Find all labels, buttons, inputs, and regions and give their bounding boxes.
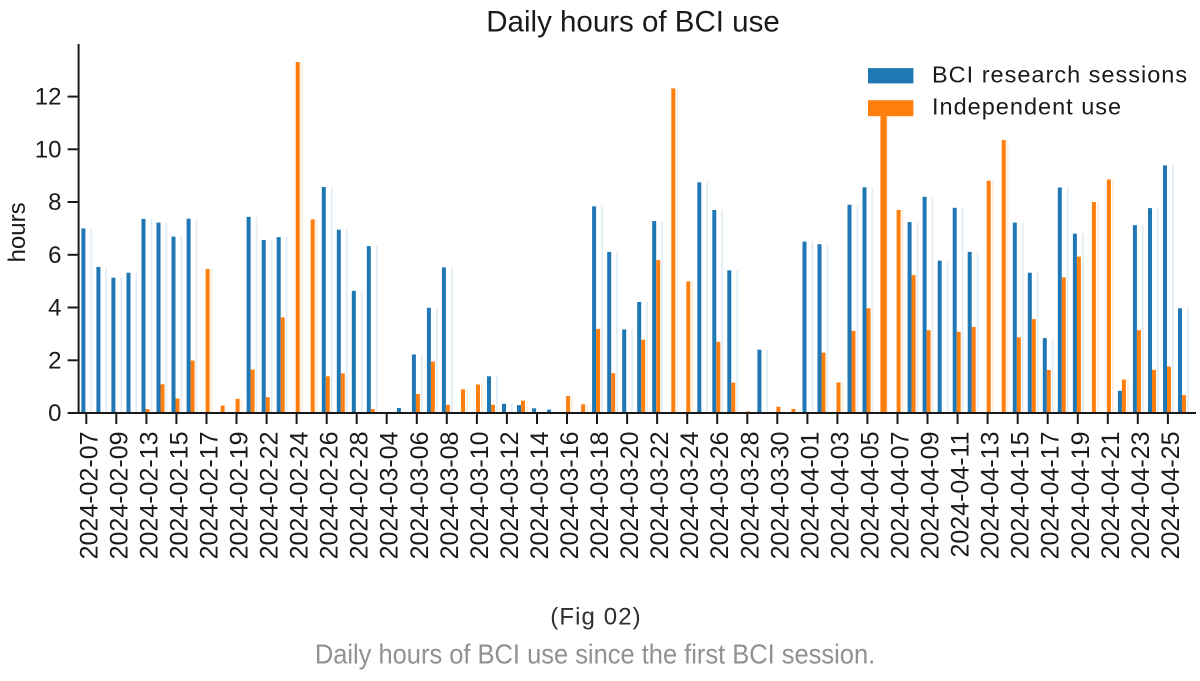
svg-text:2024-04-01: 2024-04-01 [796, 432, 824, 560]
svg-text:2024-03-28: 2024-03-28 [736, 432, 764, 560]
svg-text:2024-02-26: 2024-02-26 [316, 432, 344, 560]
svg-text:2024-04-13: 2024-04-13 [977, 432, 1005, 560]
svg-text:2024-03-22: 2024-03-22 [646, 432, 674, 560]
svg-text:2024-02-13: 2024-02-13 [135, 432, 163, 560]
svg-text:2024-02-19: 2024-02-19 [226, 432, 254, 560]
svg-text:BCI research sessions: BCI research sessions [932, 62, 1188, 88]
svg-text:8: 8 [48, 189, 61, 216]
svg-text:2024-04-19: 2024-04-19 [1067, 432, 1095, 560]
svg-text:2024-03-06: 2024-03-06 [406, 432, 434, 560]
svg-text:2024-03-08: 2024-03-08 [436, 432, 464, 560]
svg-text:hours: hours [4, 202, 31, 262]
svg-text:2024-02-17: 2024-02-17 [196, 432, 224, 560]
svg-text:2024-03-14: 2024-03-14 [526, 431, 554, 559]
svg-text:2024-04-15: 2024-04-15 [1007, 432, 1035, 560]
svg-text:2024-03-26: 2024-03-26 [706, 432, 734, 560]
svg-text:2024-04-11: 2024-04-11 [947, 432, 975, 558]
svg-text:2024-03-04: 2024-03-04 [376, 431, 404, 559]
svg-text:2024-02-22: 2024-02-22 [256, 432, 284, 560]
svg-text:2024-02-28: 2024-02-28 [346, 432, 374, 560]
svg-text:2024-02-09: 2024-02-09 [105, 432, 133, 560]
svg-text:12: 12 [35, 84, 62, 111]
svg-text:0: 0 [48, 400, 61, 427]
svg-text:2: 2 [48, 347, 61, 374]
svg-text:2024-02-07: 2024-02-07 [75, 432, 103, 560]
svg-text:2024-03-10: 2024-03-10 [466, 432, 494, 560]
svg-text:2024-03-20: 2024-03-20 [616, 432, 644, 560]
svg-text:2024-03-30: 2024-03-30 [766, 432, 794, 560]
svg-text:4: 4 [48, 295, 61, 322]
svg-text:2024-04-07: 2024-04-07 [887, 432, 915, 560]
svg-text:2024-04-23: 2024-04-23 [1127, 432, 1155, 560]
svg-text:6: 6 [48, 242, 61, 269]
svg-text:2024-03-16: 2024-03-16 [556, 432, 584, 560]
svg-text:2024-03-18: 2024-03-18 [586, 432, 614, 560]
svg-text:10: 10 [35, 136, 62, 163]
svg-text:Independent use: Independent use [932, 94, 1122, 120]
svg-text:2024-04-21: 2024-04-21 [1097, 432, 1125, 560]
svg-text:2024-04-09: 2024-04-09 [917, 432, 945, 560]
svg-text:2024-03-24: 2024-03-24 [676, 431, 704, 559]
svg-text:2024-02-15: 2024-02-15 [165, 432, 193, 560]
svg-text:2024-04-03: 2024-04-03 [826, 432, 854, 560]
svg-text:2024-02-24: 2024-02-24 [286, 431, 314, 559]
svg-text:2024-04-05: 2024-04-05 [856, 432, 884, 560]
svg-text:(Fig 02): (Fig 02) [550, 604, 642, 631]
svg-text:2024-03-12: 2024-03-12 [496, 432, 524, 560]
svg-text:Daily hours of BCI use: Daily hours of BCI use [486, 6, 780, 39]
svg-text:2024-04-25: 2024-04-25 [1157, 432, 1185, 560]
svg-text:Daily hours of BCI use since t: Daily hours of BCI use since the first B… [315, 639, 875, 670]
svg-text:2024-04-17: 2024-04-17 [1037, 432, 1065, 560]
